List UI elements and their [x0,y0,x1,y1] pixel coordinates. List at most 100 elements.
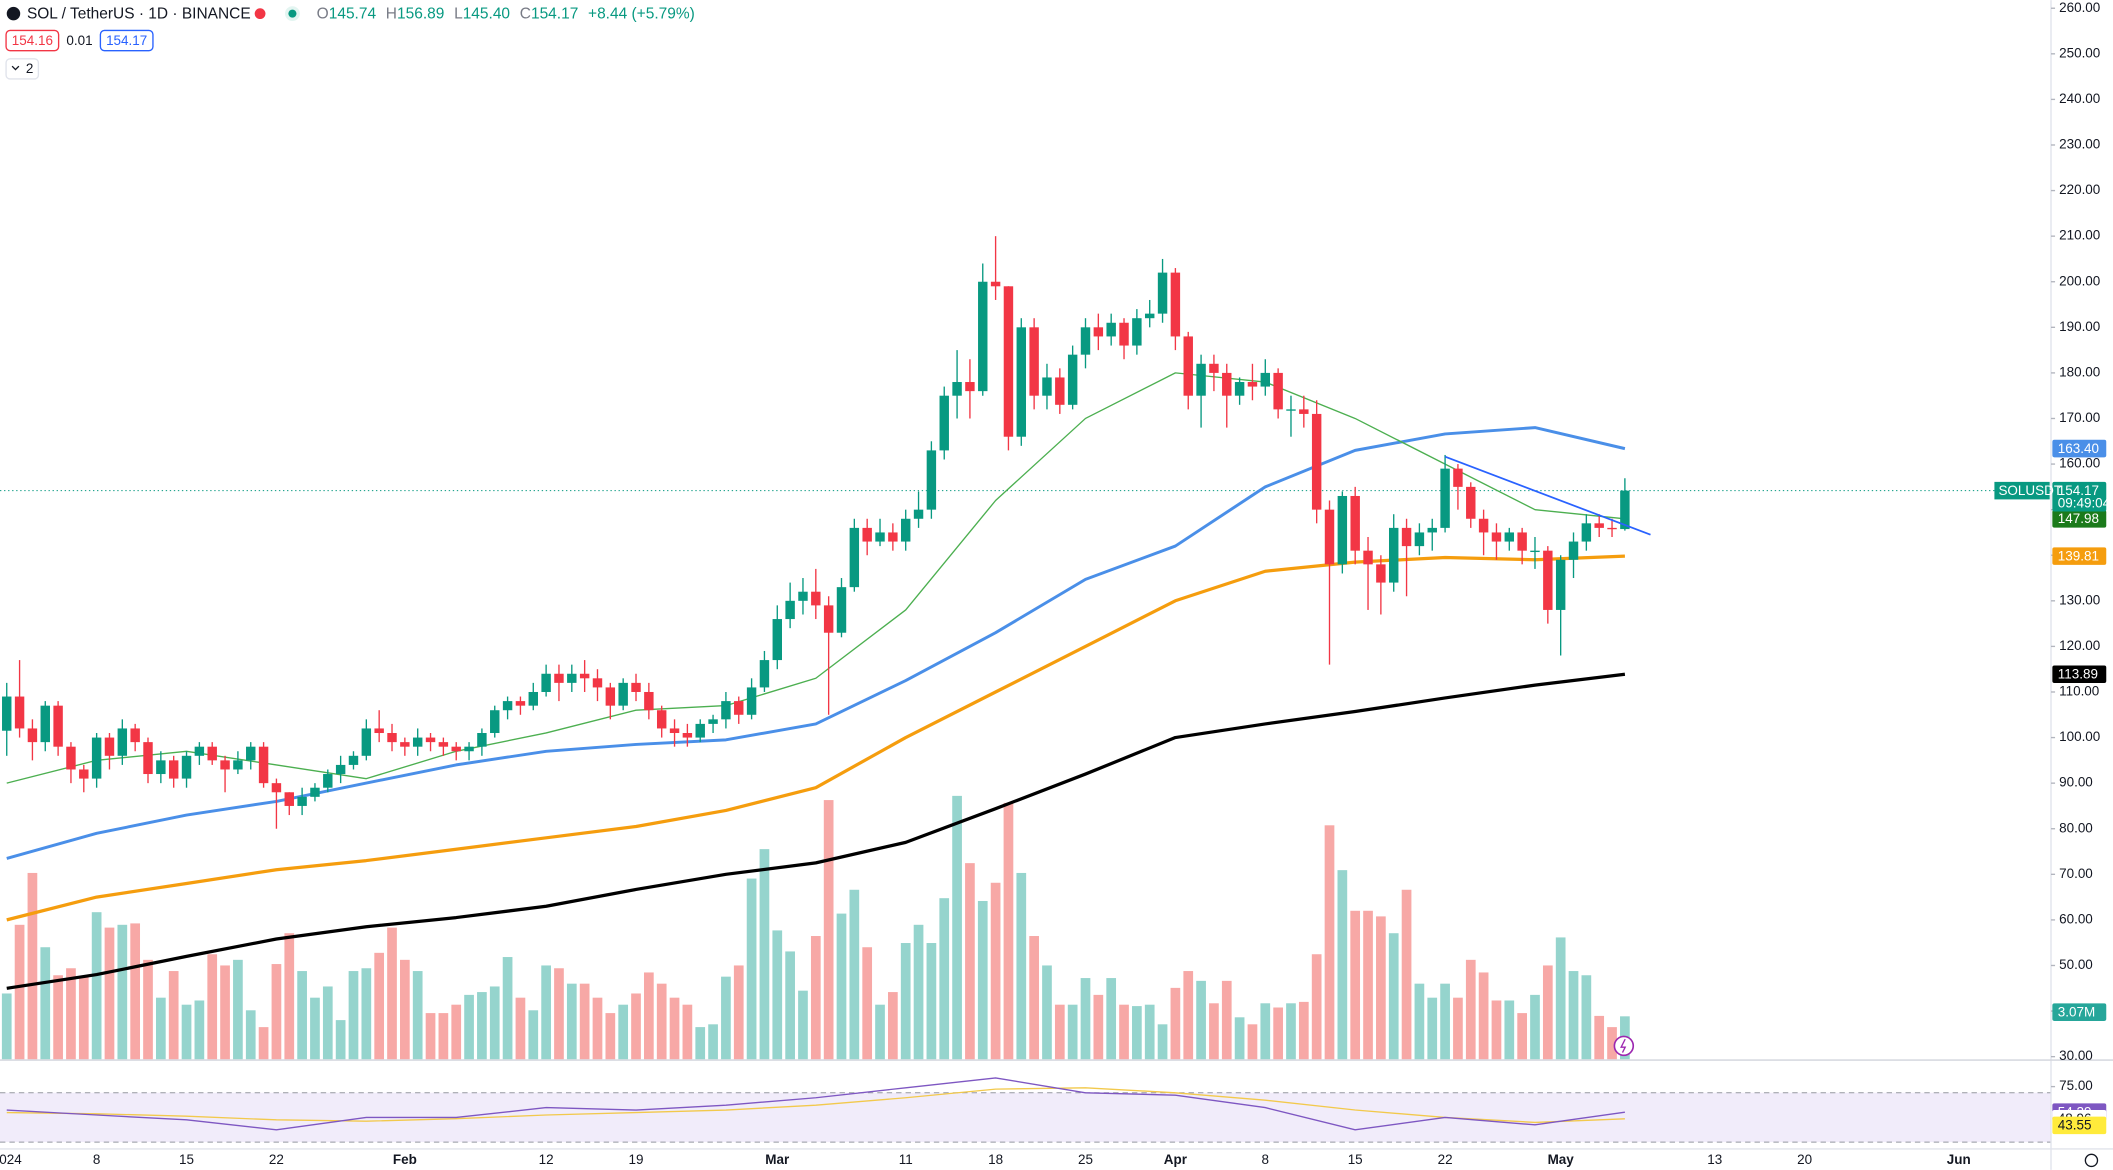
candle-body [631,682,641,692]
candle-body [1286,409,1296,411]
rsi-line [6,1077,1626,1131]
volume-bar [297,971,307,1060]
volume-bar [335,1020,346,1060]
x-tick-label: Feb [393,1152,417,1167]
volume-bar [1491,1000,1502,1060]
candle-body [1311,413,1322,510]
indicators-toggle[interactable] [5,58,40,80]
volume-bar [733,965,744,1060]
y-tick-label: 230.00 [2059,137,2100,152]
candle-body [1491,532,1502,542]
volume-bar [990,882,1001,1060]
volume-bar [708,1024,718,1060]
candle-body [246,746,256,761]
volume-bar [618,1004,629,1060]
alert-icon[interactable] [1613,1035,1635,1057]
buy-price[interactable]: 154.17 [106,33,147,48]
volume-bar [926,943,937,1060]
candle-body [1183,336,1193,396]
volume-bar [785,951,795,1060]
y-tick-label: 90.00 [2059,775,2093,790]
candle-body [66,746,76,770]
ohlc-value: 145.74 [329,5,377,22]
volume-bar [528,1010,539,1060]
candle-body [271,783,282,793]
candle-body [181,755,192,779]
volume-bar [489,986,500,1060]
candle-body [490,710,500,734]
volume-bar [438,1013,449,1060]
symbol-tag-bg [1994,481,2050,500]
candle-body [27,728,38,743]
volume-bar [1337,870,1348,1060]
sell-price[interactable]: 154.16 [12,33,53,48]
candle-body [1350,495,1360,551]
volume-bar [1067,1004,1078,1060]
candle-body [284,792,294,806]
candle-body [1170,272,1181,337]
volume-bar [14,924,25,1060]
candle-body [1209,363,1219,373]
candle-body [130,728,140,743]
candle-body [1401,527,1412,547]
volume-bar [194,1000,205,1060]
candle-body [1055,377,1065,405]
y-tick-label: 30.00 [2059,1048,2093,1063]
candle-body [618,682,628,706]
candle-body [220,760,230,770]
y-tick-label: 110.00 [2059,684,2099,699]
volume-bar [644,972,654,1060]
candle-body [862,527,872,542]
candle-body [1517,532,1527,551]
volume-bar [541,965,551,1060]
candle-body [579,673,590,679]
candle-body [40,705,50,743]
rsi-low-tag: 43.55 [2058,1118,2092,1133]
settings-icon[interactable] [2084,1153,2099,1168]
candle-body [592,678,603,688]
candle-body [1363,550,1373,565]
candle-body [759,660,770,688]
candle-body [913,509,924,519]
volume-bar [849,889,860,1060]
volume-bar [566,983,577,1060]
candle-body [14,696,25,729]
buy-button[interactable] [99,29,154,52]
candle-body [438,742,449,747]
symbol-logo [6,6,21,21]
candle-body [168,760,179,779]
ma-price-tag: 113.89 [2058,666,2098,681]
volume-bar [1517,1013,1527,1060]
volume-bar [810,936,821,1060]
volume-bar [772,930,783,1060]
volume-bar [1093,994,1104,1060]
volume-bar [721,976,731,1060]
volume-bar [66,968,76,1060]
volume-bar [387,927,397,1060]
volume-bar [939,898,950,1060]
volume-bar [1440,983,1450,1060]
volume-bar [220,965,230,1060]
y-tick-label: 200.00 [2059,273,2100,288]
candle-body [849,527,860,588]
y-tick-label: 60.00 [2059,911,2093,926]
volume-bar [823,800,834,1060]
volume-bar [400,959,410,1060]
volume-bar [1054,1004,1065,1060]
volume-bar [1209,1003,1219,1060]
volume-bar [1234,1017,1245,1060]
volume-bar [1581,975,1592,1060]
candle-body [1106,322,1116,337]
candle-body [1119,322,1129,346]
volume-bar [1080,978,1091,1060]
volume-bar [759,849,770,1060]
volume-bar [27,872,38,1060]
volume-bar [1132,1006,1142,1060]
y-tick-label: 260.00 [2059,0,2100,15]
x-tick-label: May [1548,1152,1575,1167]
volume-bar [875,1004,885,1060]
sell-button[interactable] [5,29,60,52]
indicators-count[interactable]: 2 [26,61,34,76]
